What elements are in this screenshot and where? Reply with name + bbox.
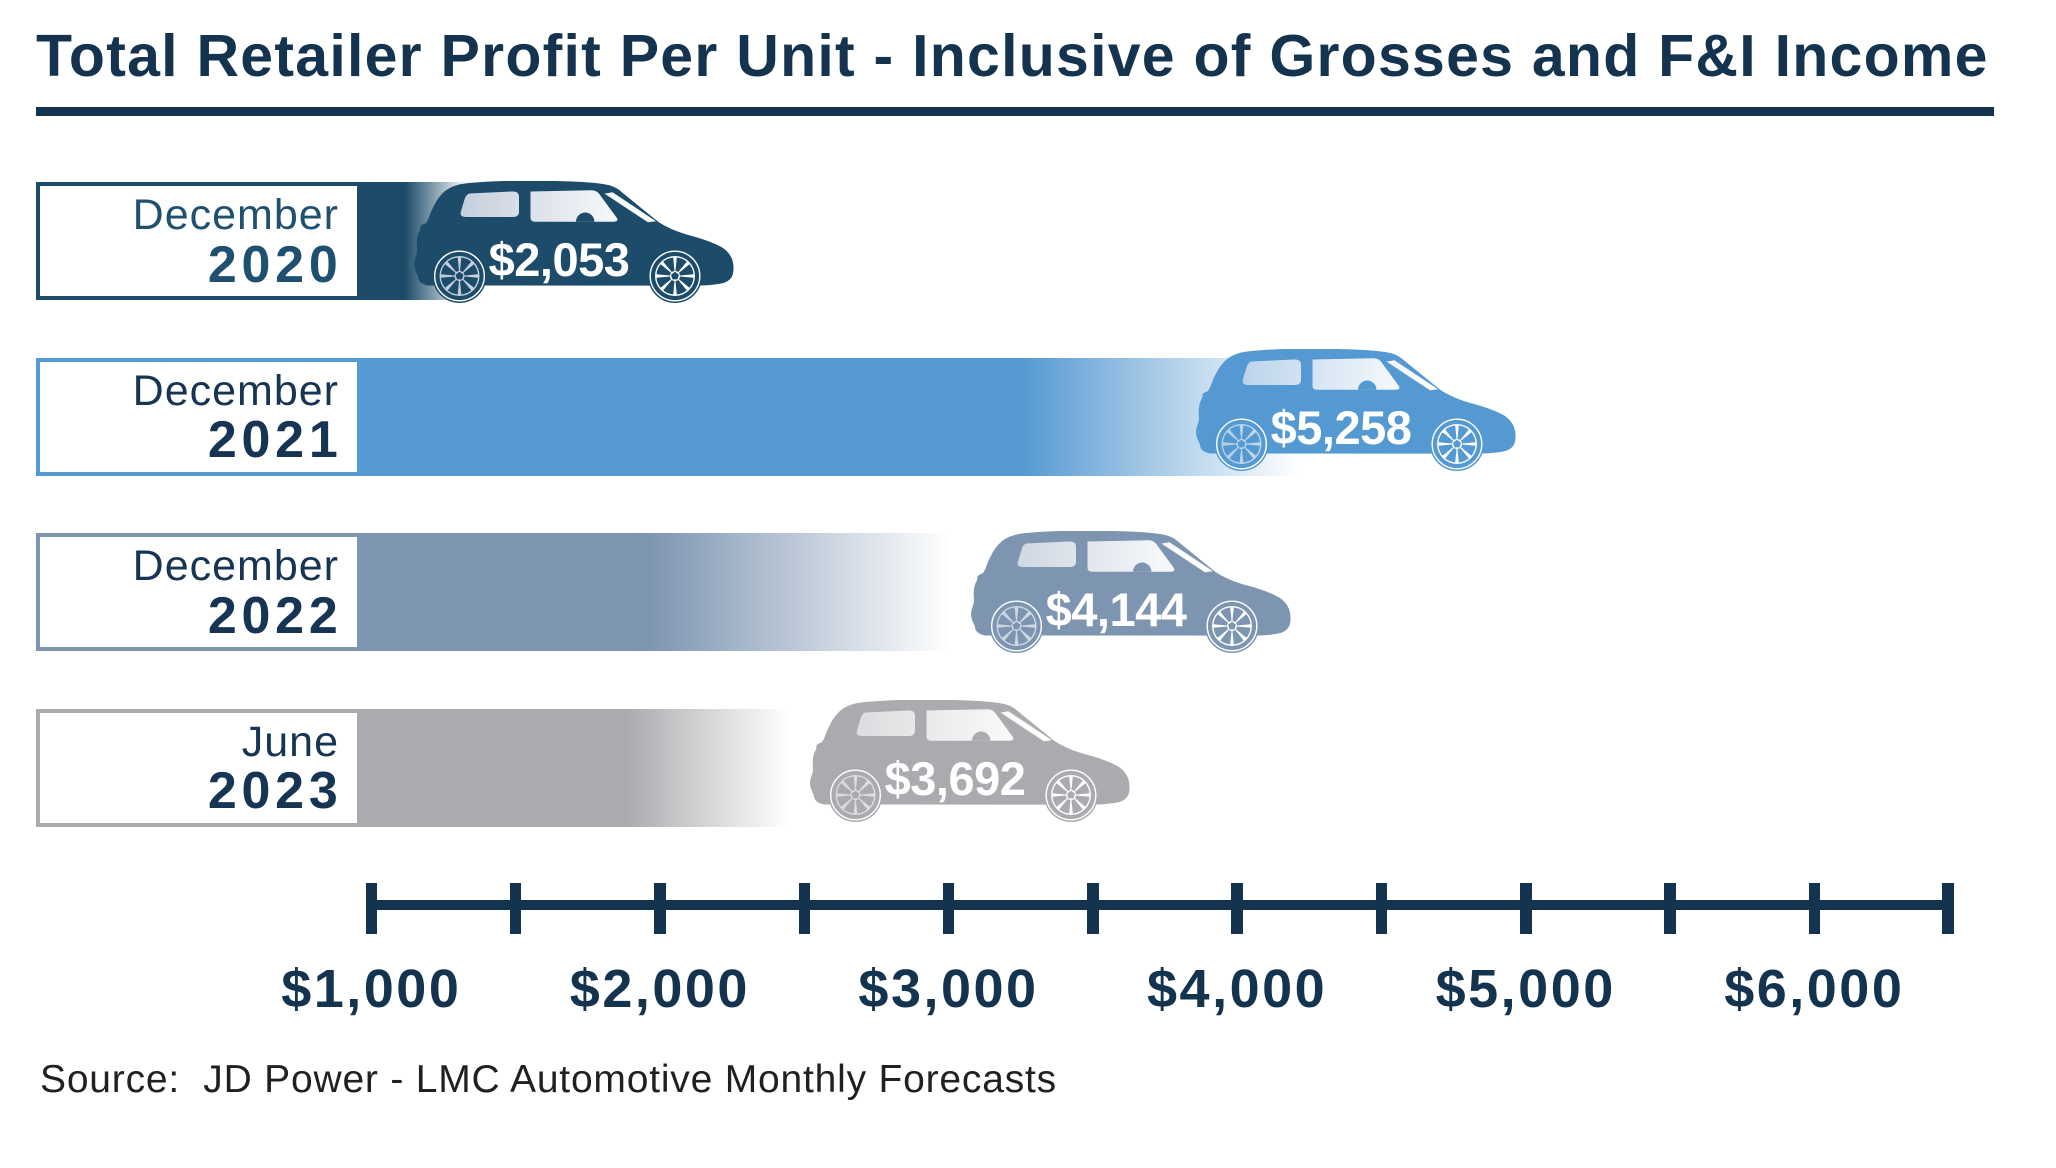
svg-text:$2,053: $2,053 [489, 233, 630, 286]
svg-text:$4,144: $4,144 [1046, 583, 1187, 636]
svg-text:$3,692: $3,692 [885, 752, 1026, 805]
svg-text:$5,258: $5,258 [1271, 401, 1412, 454]
